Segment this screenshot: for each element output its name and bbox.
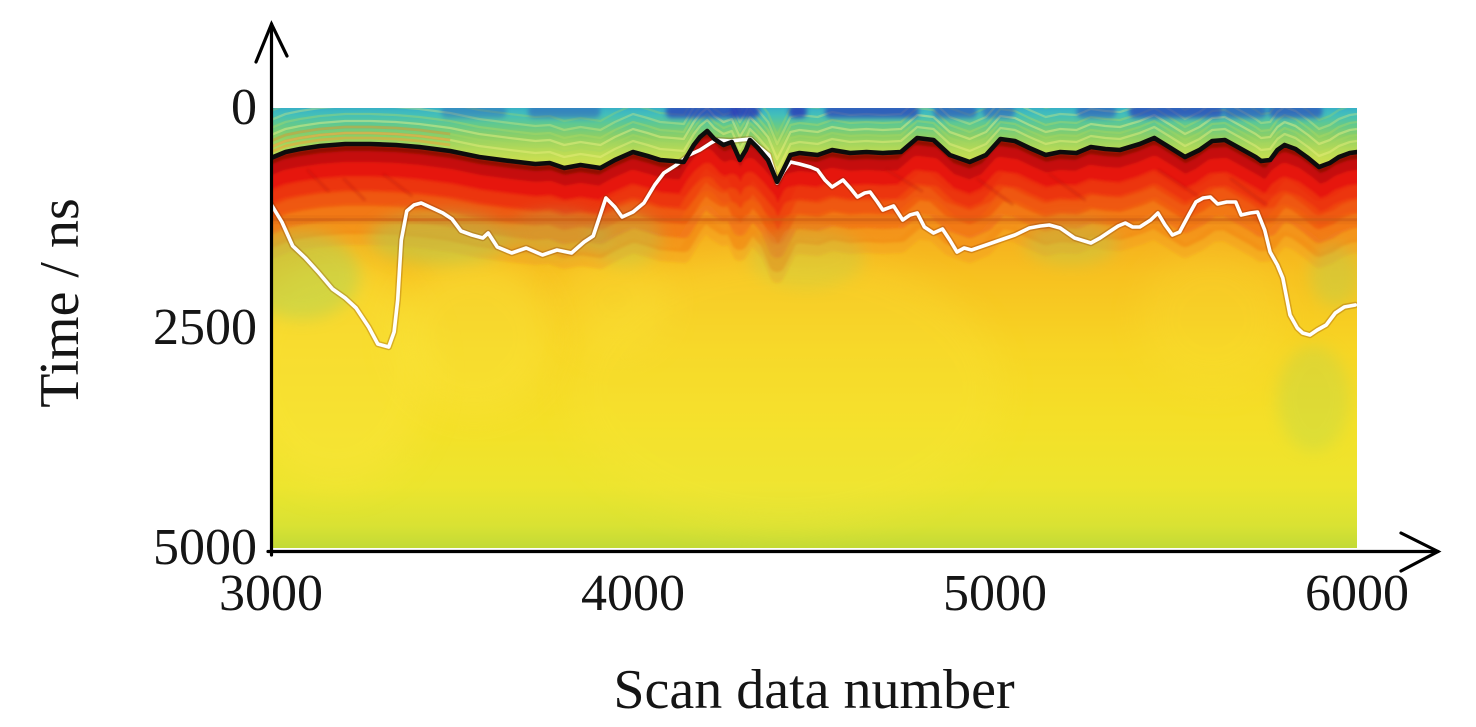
x-axis-title: Scan data number <box>613 659 1015 721</box>
x-tick-label: 3000 <box>219 565 323 622</box>
x-tick-label: 6000 <box>1305 565 1409 622</box>
surface-band <box>271 108 1357 181</box>
x-tick-label: 4000 <box>581 565 685 622</box>
x-axis <box>266 531 1442 573</box>
x-axis-arrow-icon <box>1399 531 1442 573</box>
y-axis-title: Time / ns <box>29 198 91 408</box>
x-tick-label: 5000 <box>943 565 1047 622</box>
y-tick-label: 2500 <box>153 299 257 356</box>
y-tick-label: 0 <box>231 79 257 136</box>
y-axis-arrow-icon <box>254 20 289 64</box>
heatmap-image <box>271 108 1357 548</box>
lower-horizon-line <box>271 137 1357 349</box>
y-axis <box>254 20 289 557</box>
upper-horizon-line <box>271 128 1357 185</box>
axes <box>254 20 1442 573</box>
y-tick-label: 5000 <box>153 519 257 576</box>
